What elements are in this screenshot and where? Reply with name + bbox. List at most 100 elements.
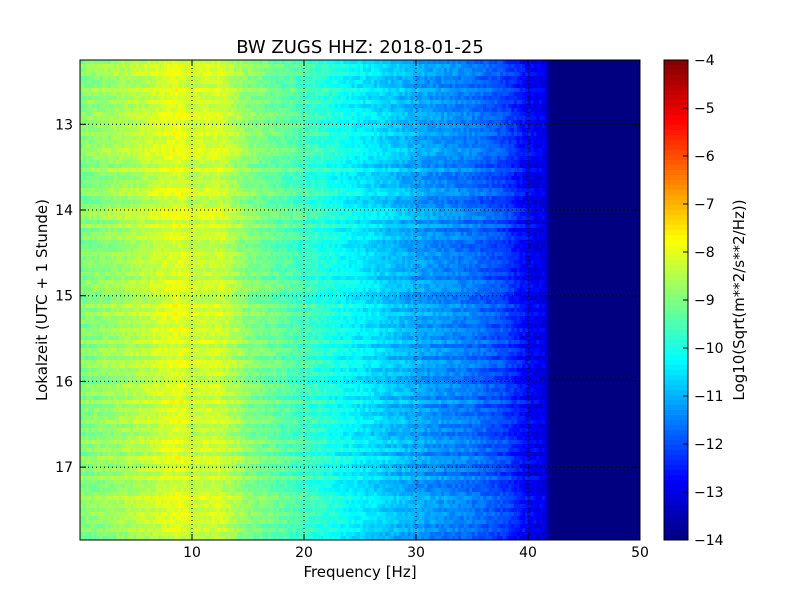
heatmap-cell — [433, 136, 436, 140]
heatmap-cell — [279, 136, 282, 140]
heatmap-cell — [240, 108, 243, 112]
heatmap-cell — [620, 104, 623, 108]
heatmap-cell — [273, 124, 276, 128]
heatmap-cell — [130, 128, 133, 132]
heatmap-cell — [394, 112, 397, 116]
heatmap-cell — [402, 148, 405, 152]
heatmap-cell — [91, 92, 94, 96]
heatmap-cell — [312, 112, 315, 116]
heatmap-cell — [133, 120, 136, 124]
heatmap-cell — [483, 96, 486, 100]
heatmap-cell — [587, 60, 590, 64]
heatmap-cell — [318, 148, 321, 152]
heatmap-cell — [433, 156, 436, 160]
heatmap-cell — [223, 116, 226, 120]
heatmap-cell — [100, 60, 103, 64]
heatmap-cell — [508, 128, 511, 132]
heatmap-cell — [335, 112, 338, 116]
heatmap-cell — [564, 88, 567, 92]
heatmap-cell — [242, 100, 245, 104]
heatmap-cell — [147, 108, 150, 112]
heatmap-cell — [548, 148, 551, 152]
heatmap-cell — [119, 96, 122, 100]
heatmap-cell — [100, 100, 103, 104]
heatmap-cell — [220, 72, 223, 76]
heatmap-cell — [553, 108, 556, 112]
heatmap-cell — [217, 156, 220, 160]
heatmap-cell — [133, 88, 136, 92]
heatmap-cell — [550, 152, 553, 156]
heatmap-cell — [91, 148, 94, 152]
heatmap-cell — [352, 140, 355, 144]
heatmap-cell — [363, 140, 366, 144]
heatmap-cell — [405, 108, 408, 112]
heatmap-cell — [203, 68, 206, 72]
heatmap-cell — [354, 156, 357, 160]
heatmap-cell — [268, 68, 271, 72]
heatmap-cell — [108, 152, 111, 156]
heatmap-cell — [539, 60, 542, 64]
heatmap-cell — [385, 60, 388, 64]
heatmap-cell — [517, 152, 520, 156]
heatmap-cell — [335, 116, 338, 120]
heatmap-cell — [436, 76, 439, 80]
heatmap-cell — [184, 140, 187, 144]
heatmap-cell — [133, 156, 136, 160]
heatmap-cell — [399, 64, 402, 68]
heatmap-cell — [251, 152, 254, 156]
heatmap-cell — [564, 120, 567, 124]
heatmap-cell — [368, 96, 371, 100]
heatmap-cell — [534, 128, 537, 132]
heatmap-cell — [97, 64, 100, 68]
heatmap-cell — [590, 104, 593, 108]
heatmap-cell — [374, 96, 377, 100]
heatmap-cell — [506, 108, 509, 112]
heatmap-cell — [534, 156, 537, 160]
heatmap-cell — [408, 152, 411, 156]
heatmap-cell — [340, 100, 343, 104]
heatmap-cell — [385, 140, 388, 144]
heatmap-cell — [592, 116, 595, 120]
heatmap-cell — [203, 128, 206, 132]
heatmap-cell — [172, 156, 175, 160]
heatmap-cell — [452, 140, 455, 144]
heatmap-cell — [156, 152, 159, 156]
heatmap-cell — [108, 148, 111, 152]
heatmap-cell — [634, 72, 637, 76]
heatmap-cell — [506, 148, 509, 152]
heatmap-cell — [564, 140, 567, 144]
heatmap-cell — [172, 80, 175, 84]
heatmap-cell — [609, 144, 612, 148]
heatmap-cell — [410, 120, 413, 124]
heatmap-cell — [562, 148, 565, 152]
heatmap-cell — [480, 64, 483, 68]
heatmap-cell — [587, 112, 590, 116]
heatmap-cell — [394, 92, 397, 96]
heatmap-cell — [436, 128, 439, 132]
heatmap-cell — [480, 80, 483, 84]
heatmap-cell — [405, 88, 408, 92]
heatmap-cell — [346, 136, 349, 140]
heatmap-cell — [293, 112, 296, 116]
heatmap-cell — [511, 108, 514, 112]
heatmap-cell — [122, 136, 125, 140]
heatmap-cell — [209, 144, 212, 148]
heatmap-cell — [489, 116, 492, 120]
heatmap-cell — [329, 132, 332, 136]
heatmap-cell — [578, 136, 581, 140]
heatmap-cell — [161, 96, 164, 100]
heatmap-cell — [237, 144, 240, 148]
heatmap-cell — [461, 156, 464, 160]
heatmap-cell — [100, 84, 103, 88]
heatmap-cell — [472, 116, 475, 120]
heatmap-cell — [153, 96, 156, 100]
heatmap-cell — [223, 156, 226, 160]
heatmap-cell — [382, 136, 385, 140]
heatmap-cell — [377, 64, 380, 68]
heatmap-cell — [556, 116, 559, 120]
heatmap-cell — [88, 88, 91, 92]
heatmap-cell — [626, 60, 629, 64]
heatmap-cell — [494, 116, 497, 120]
heatmap-cell — [576, 112, 579, 116]
heatmap-cell — [357, 80, 360, 84]
